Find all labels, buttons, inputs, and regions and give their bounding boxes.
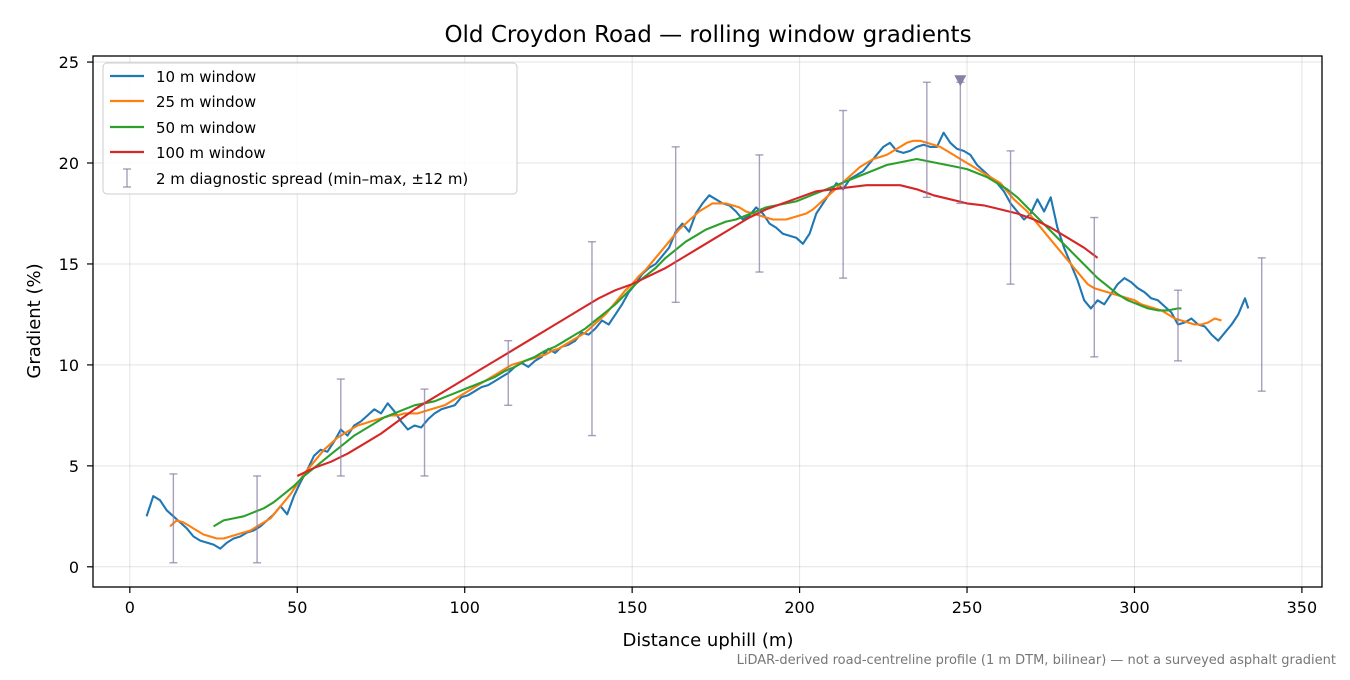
legend-box [102, 62, 518, 195]
errorbar-13 [169, 473, 178, 564]
y-tick-label-25: 25 [59, 53, 79, 72]
errorbar-188 [755, 154, 764, 273]
y-tick-label-20: 20 [59, 154, 79, 173]
legend-label-25m: 25 m window [156, 93, 256, 111]
y-tick-label-0: 0 [69, 558, 79, 577]
plot-frame [92, 55, 1323, 588]
legend-label-errorbar: 2 m diagnostic spread (min–max, ±12 m) [156, 170, 468, 188]
errorbar-88 [420, 388, 429, 477]
x-tick-label-50: 50 [287, 598, 307, 617]
y-tick-label-5: 5 [69, 457, 79, 476]
legend: 10 m window 25 m window 50 m window 100 … [102, 62, 518, 195]
x-tick-label-250: 250 [952, 598, 983, 617]
errorbar-213 [839, 109, 848, 279]
errorbar-338 [1257, 257, 1266, 392]
tick-layer: 0 50 100 150 200 250 300 350 0 5 10 15 20 25 [59, 53, 1318, 617]
x-tick-label-350: 350 [1287, 598, 1318, 617]
y-tick-label-10: 10 [59, 356, 79, 375]
x-tick-label-0: 0 [125, 598, 135, 617]
x-tick-label-200: 200 [784, 598, 815, 617]
chart-title: Old Croydon Road — rolling window gradie… [444, 22, 971, 48]
x-tick-label-300: 300 [1119, 598, 1150, 617]
errorbar-313 [1174, 289, 1183, 362]
legend-label-10m: 10 m window [156, 68, 256, 86]
legend-label-100m: 100 m window [156, 144, 266, 162]
footnote: LiDAR-derived road-centreline profile (1… [737, 653, 1336, 668]
series-line-100-m-window [296, 184, 1099, 477]
x-tick-label-100: 100 [449, 598, 480, 617]
series-layer [145, 75, 1266, 564]
errorbar-138 [587, 241, 596, 437]
peak-marker [954, 75, 967, 87]
errorbar-63 [336, 378, 345, 477]
y-axis-label: Gradient (%) [24, 263, 45, 378]
errorbar-263 [1006, 150, 1015, 285]
series-line-50-m-window [213, 157, 1182, 528]
x-tick-label-150: 150 [617, 598, 648, 617]
errorbar-163 [671, 146, 680, 304]
series-line-25-m-window [169, 139, 1222, 540]
errorbar-238 [922, 81, 931, 199]
errorbar-group [169, 81, 1266, 564]
errorbar-38 [253, 475, 262, 564]
y-tick-label-15: 15 [59, 255, 79, 274]
legend-label-50m: 50 m window [156, 119, 256, 137]
x-axis-label: Distance uphill (m) [623, 630, 794, 651]
errorbar-113 [504, 339, 513, 406]
series-line-10-m-window [145, 131, 1250, 550]
legend-swatch-errorbar [123, 168, 131, 188]
errorbar-288 [1090, 216, 1099, 358]
